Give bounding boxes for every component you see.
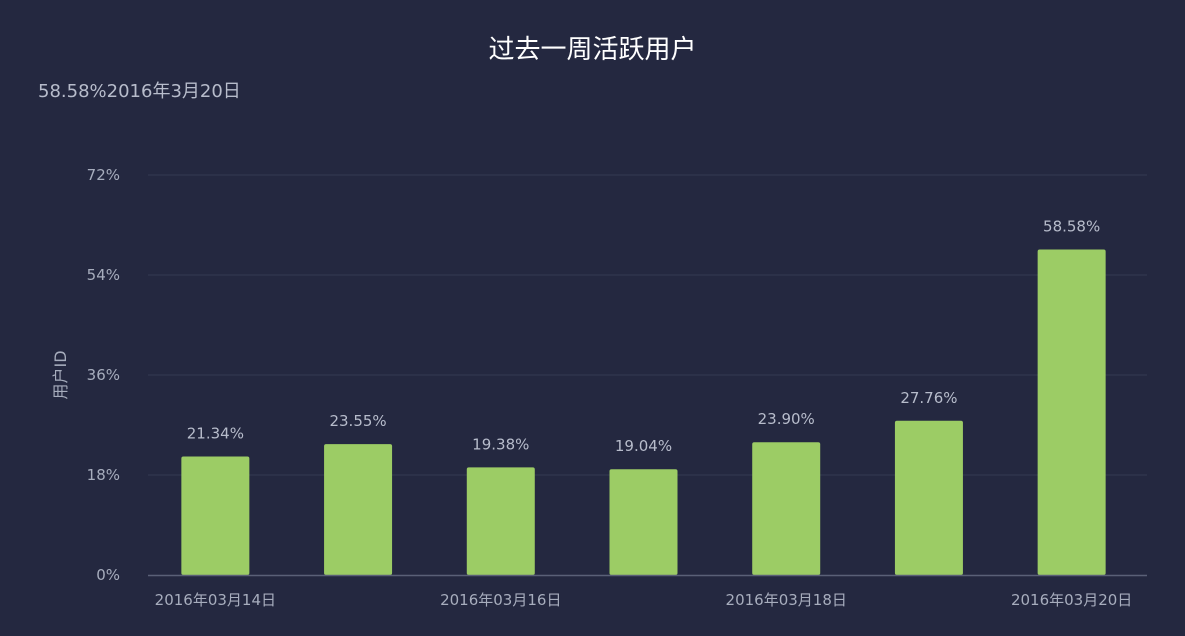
- chart-subtitle: 58.58%2016年3月20日: [38, 81, 241, 102]
- y-axis-ticks: 0% 18% 36% 54% 72%: [87, 166, 120, 584]
- data-label: 21.34%: [187, 424, 244, 442]
- y-axis-title: 用户ID: [51, 350, 70, 399]
- x-tick-label: 2016年03月16日: [440, 591, 561, 609]
- data-label: 23.55%: [329, 412, 386, 430]
- y-tick-label: 72%: [87, 166, 120, 184]
- y-tick-label: 0%: [96, 566, 120, 584]
- bar: [752, 442, 821, 575]
- x-axis-ticks: 2016年03月14日 2016年03月16日 2016年03月18日 2016年03…: [155, 591, 1133, 609]
- data-label: 23.90%: [758, 410, 815, 428]
- bar: [609, 469, 678, 575]
- y-tick-label: 54%: [87, 266, 120, 284]
- bar: [894, 420, 963, 575]
- x-tick-label: 2016年03月18日: [726, 591, 847, 609]
- data-label: 27.76%: [900, 389, 957, 407]
- data-labels: 21.34% 23.55% 19.38% 19.04% 23.90% 27.76% 58.5…: [187, 218, 1100, 456]
- data-label: 58.58%: [1043, 218, 1100, 236]
- bars: [181, 249, 1106, 576]
- chart-title: 过去一周活跃用户: [488, 35, 697, 65]
- bar: [1037, 249, 1106, 576]
- data-label: 19.04%: [615, 437, 672, 455]
- bar: [324, 444, 393, 575]
- data-label: 19.38%: [472, 435, 529, 453]
- y-tick-label: 36%: [87, 366, 120, 384]
- x-tick-label: 2016年03月20日: [1011, 591, 1132, 609]
- bar: [181, 456, 250, 575]
- grid-lines: [148, 174, 1147, 476]
- y-tick-label: 18%: [87, 466, 120, 484]
- bar: [466, 467, 535, 575]
- x-tick-label: 2016年03月14日: [155, 591, 276, 609]
